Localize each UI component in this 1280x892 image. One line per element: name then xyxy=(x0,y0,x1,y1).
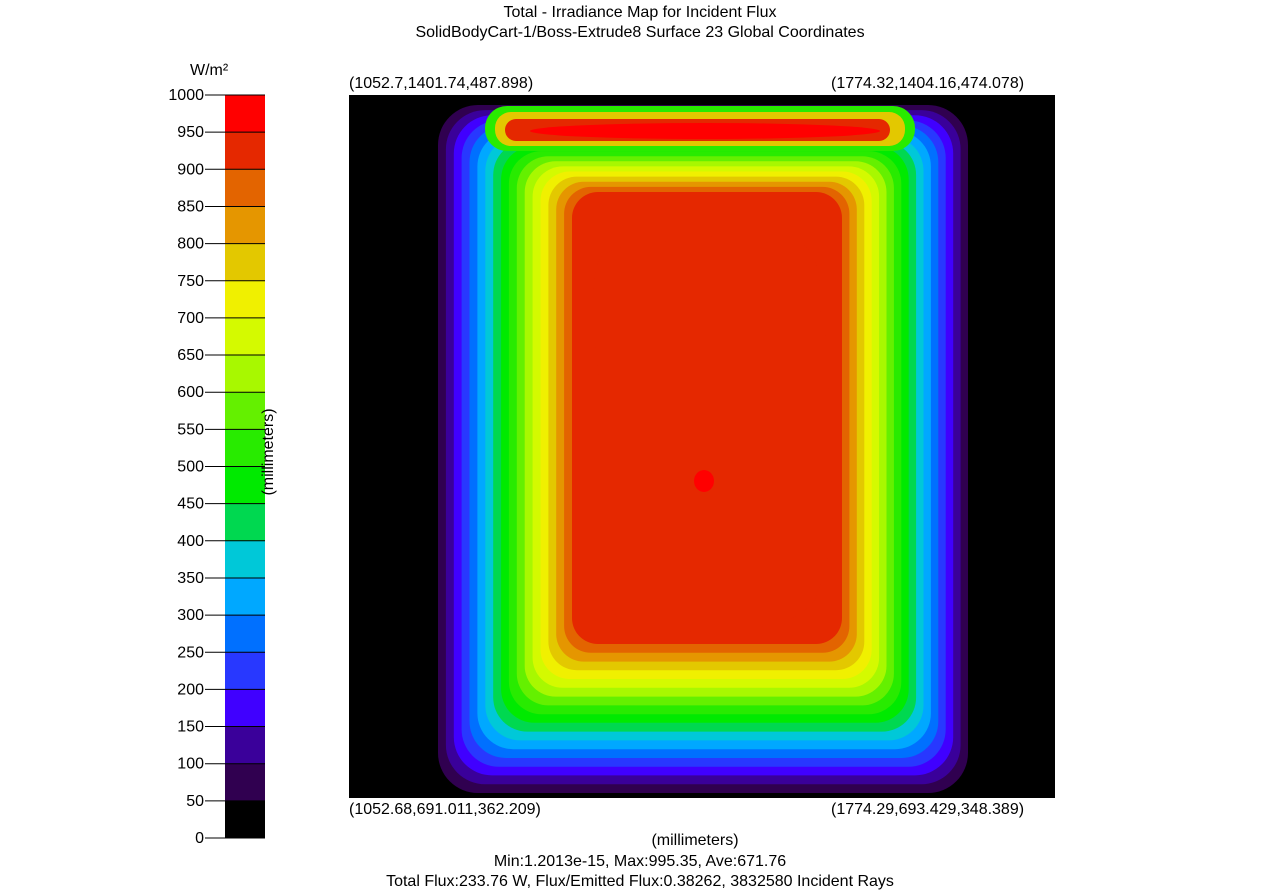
x-axis-label: (millimeters) xyxy=(651,832,739,849)
colorbar-tick-label: 50 xyxy=(186,793,204,810)
irradiance-map xyxy=(349,95,1055,798)
colorbar-tick-label: 350 xyxy=(177,570,204,587)
colorbar-tick-label: 650 xyxy=(177,347,204,364)
colorbar-band xyxy=(225,763,265,802)
corner-bottom-left: (1052.68,691.011,362.209) xyxy=(349,801,541,818)
colorbar-band xyxy=(225,540,265,579)
colorbar-band xyxy=(225,615,265,653)
colorbar-tick-label: 450 xyxy=(177,496,204,513)
colorbar-band xyxy=(225,726,265,765)
chart-title: Total - Irradiance Map for Incident Flux xyxy=(503,4,777,21)
colorbar-band xyxy=(225,466,265,505)
colorbar-band xyxy=(225,652,265,690)
colorbar-band xyxy=(225,243,265,282)
colorbar-band xyxy=(225,800,265,839)
hot-spot xyxy=(694,470,714,492)
colorbar-unit: W/m² xyxy=(190,62,229,79)
chart-subtitle: SolidBodyCart-1/Boss-Extrude8 Surface 23… xyxy=(415,24,865,41)
colorbar-tick-label: 800 xyxy=(177,236,204,253)
colorbar-tick-label: 200 xyxy=(177,681,204,698)
colorbar-band xyxy=(225,95,265,133)
colorbar-tick-label: 0 xyxy=(195,830,204,847)
colorbar-band xyxy=(225,503,265,542)
irradiance-contours xyxy=(438,105,968,793)
colorbar-tick-label: 550 xyxy=(177,421,204,438)
corner-bottom-right: (1774.29,693.429,348.389) xyxy=(831,801,1025,818)
colorbar-tick-label: 150 xyxy=(177,719,204,736)
colorbar-band xyxy=(225,132,265,170)
colorbar-tick-label: 300 xyxy=(177,607,204,624)
flux-line: Total Flux:233.76 W, Flux/Emitted Flux:0… xyxy=(386,873,894,890)
colorbar-band xyxy=(225,169,265,207)
colorbar-tick-label: 1000 xyxy=(168,87,204,104)
colorbar-tick-label: 600 xyxy=(177,384,204,401)
peak-region xyxy=(530,123,880,139)
colorbar-tick-label: 850 xyxy=(177,198,204,215)
colorbar-band xyxy=(225,577,265,616)
high-irradiance-region xyxy=(593,235,834,634)
colorbar-tick-label: 700 xyxy=(177,310,204,327)
colorbar-band xyxy=(225,206,265,245)
colorbar-tick-label: 250 xyxy=(177,644,204,661)
y-axis-label: (millimeters) xyxy=(260,408,277,496)
colorbar-tick-label: 750 xyxy=(177,273,204,290)
colorbar-tick-label: 950 xyxy=(177,124,204,141)
stats-line: Min:1.2013e-15, Max:995.35, Ave:671.76 xyxy=(493,853,787,870)
colorbar-band xyxy=(225,280,265,319)
colorbar-band xyxy=(225,317,265,356)
colorbar-band xyxy=(225,355,265,393)
colorbar-tick-label: 500 xyxy=(177,459,204,476)
corner-top-left: (1052.7,1401.74,487.898) xyxy=(349,75,534,92)
corner-top-right: (1774.32,1404.16,474.078) xyxy=(831,75,1025,92)
colorbar-band xyxy=(225,689,265,728)
colorbar-tick-label: 100 xyxy=(177,756,204,773)
colorbar-tick-label: 400 xyxy=(177,533,204,550)
colorbar-tick-label: 900 xyxy=(177,161,204,178)
colorbar: 1000950900850800750700650600550500450400… xyxy=(168,87,265,847)
colorbar-band xyxy=(225,429,265,467)
colorbar-band xyxy=(225,392,265,430)
